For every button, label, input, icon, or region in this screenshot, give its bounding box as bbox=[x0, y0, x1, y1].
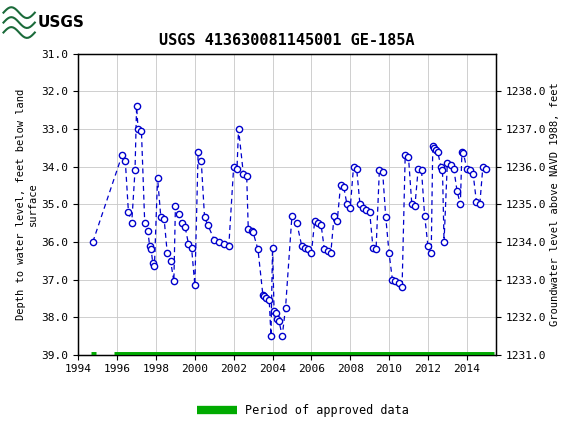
Text: USGS: USGS bbox=[38, 15, 85, 30]
Y-axis label: Depth to water level, feet below land
surface: Depth to water level, feet below land su… bbox=[16, 89, 38, 320]
Title: USGS 413630081145001 GE-185A: USGS 413630081145001 GE-185A bbox=[160, 34, 415, 49]
Text: Period of approved data: Period of approved data bbox=[245, 404, 409, 417]
Y-axis label: Groundwater level above NAVD 1988, feet: Groundwater level above NAVD 1988, feet bbox=[550, 83, 560, 326]
FancyBboxPatch shape bbox=[3, 3, 84, 42]
